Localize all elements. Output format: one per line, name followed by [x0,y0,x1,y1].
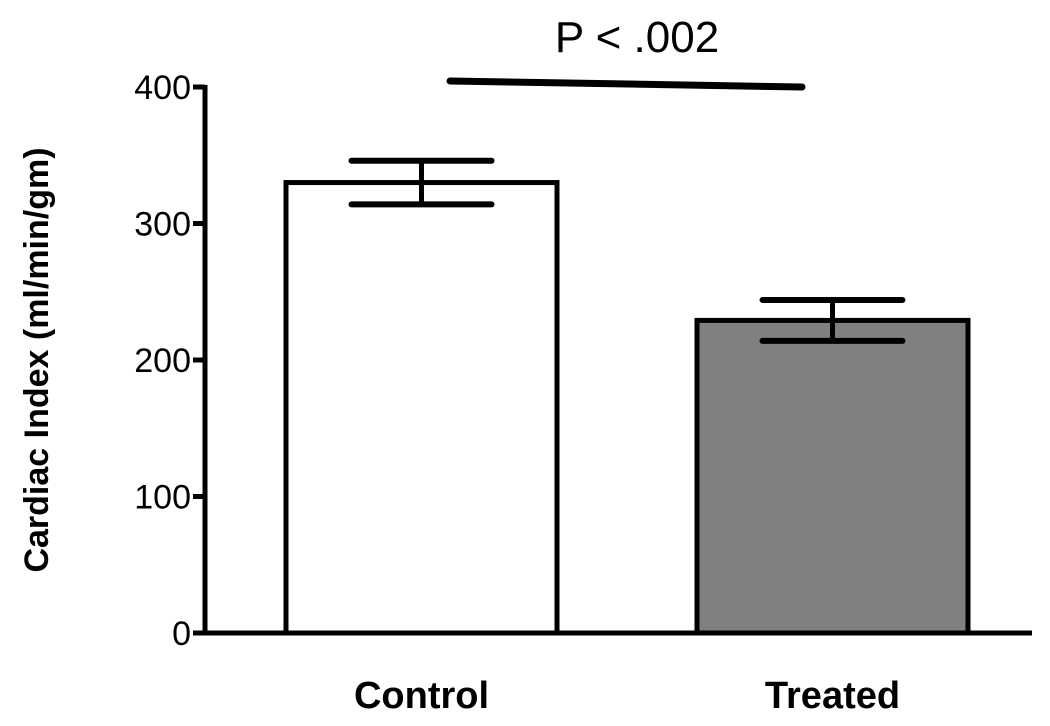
y-tick-label: 400 [134,69,191,107]
y-axis-label: Cardiac Index (ml/min/gm) [18,147,56,572]
significance-bar [446,77,806,91]
y-tick-label: 100 [134,479,191,517]
y-tick-label: 200 [134,342,191,380]
y-tick-label: 300 [134,206,191,244]
x-tick-label: Treated [765,675,900,717]
bar-treated [694,317,971,636]
y-tick-label: 0 [172,615,191,653]
x-tick-label: Control [354,675,489,717]
significance-label: P < .002 [555,13,719,62]
bar-control [283,180,560,636]
